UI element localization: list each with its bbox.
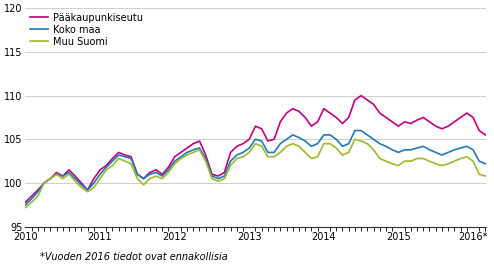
Legend: Pääkaupunkiseutu, Koko maa, Muu Suomi: Pääkaupunkiseutu, Koko maa, Muu Suomi bbox=[30, 13, 143, 47]
Pääkaupunkiseutu bbox=[358, 94, 364, 97]
Text: *Vuoden 2016 tiedot ovat ennakollisia: *Vuoden 2016 tiedot ovat ennakollisia bbox=[40, 252, 227, 262]
Pääkaupunkiseutu bbox=[128, 155, 134, 158]
Koko maa bbox=[352, 129, 358, 132]
Pääkaupunkiseutu bbox=[91, 177, 97, 180]
Line: Pääkaupunkiseutu: Pääkaupunkiseutu bbox=[26, 96, 494, 202]
Koko maa bbox=[91, 182, 97, 185]
Pääkaupunkiseutu bbox=[333, 116, 339, 119]
Koko maa bbox=[23, 203, 29, 206]
Koko maa bbox=[128, 157, 134, 160]
Muu Suomi bbox=[23, 206, 29, 209]
Muu Suomi bbox=[333, 147, 339, 150]
Koko maa bbox=[333, 138, 339, 141]
Muu Suomi bbox=[91, 186, 97, 189]
Pääkaupunkiseutu bbox=[23, 201, 29, 204]
Muu Suomi bbox=[352, 138, 358, 141]
Line: Koko maa: Koko maa bbox=[26, 131, 494, 205]
Line: Muu Suomi: Muu Suomi bbox=[26, 139, 494, 207]
Muu Suomi bbox=[128, 162, 134, 165]
